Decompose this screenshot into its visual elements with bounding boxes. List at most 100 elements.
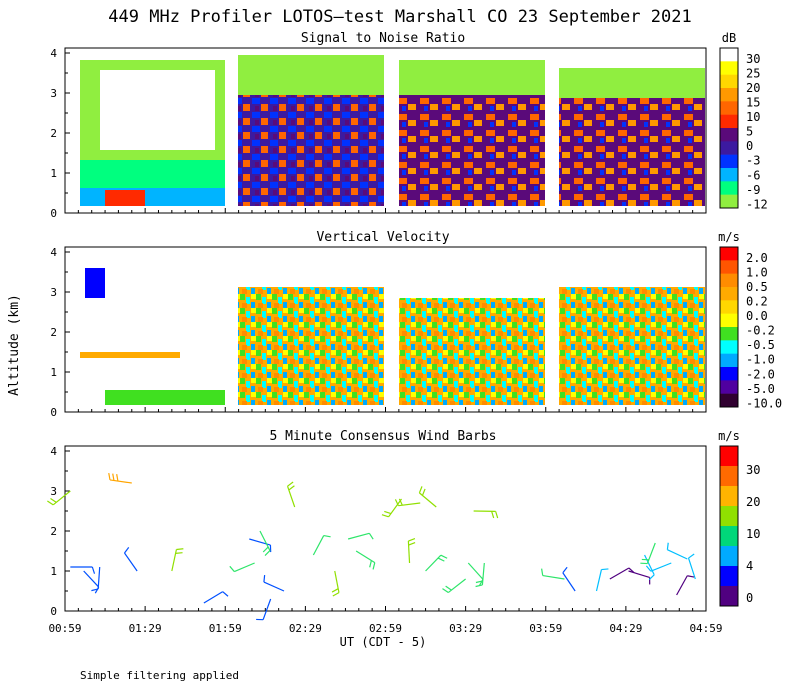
- colorbar-swatch: [720, 313, 738, 328]
- colorbar-swatch: [720, 546, 738, 567]
- colorbar-label: 0.2: [746, 295, 768, 309]
- snr-seg-2-top: [238, 55, 384, 95]
- wind-barb: [355, 550, 376, 564]
- wind-barb: [83, 570, 100, 588]
- wind-barb-flag: [666, 542, 669, 550]
- wind-barb: [595, 569, 603, 592]
- colorbar-swatch: [720, 526, 738, 547]
- wind-barb-flag: [601, 568, 609, 571]
- wind-barb-flag: [687, 575, 695, 578]
- wind-barb-flag: [445, 585, 452, 591]
- vv-heatmap: [80, 268, 705, 405]
- colorbar-swatch: [720, 327, 738, 341]
- wind-barb: [263, 581, 285, 592]
- colorbar-label: -10.0: [746, 396, 782, 410]
- colorbar-label: -12: [746, 197, 768, 211]
- y-tick-label: 4: [50, 47, 57, 60]
- x-tick-label: 04:59: [689, 622, 722, 635]
- colorbar-swatch: [720, 101, 738, 115]
- wind-barb-flag: [372, 562, 376, 570]
- wind-barb: [124, 552, 138, 572]
- y-tick-label: 1: [50, 366, 57, 379]
- y-axis-label: Altitude (km): [7, 294, 22, 396]
- y-tick-label: 4: [50, 445, 57, 458]
- colorbar-swatch: [720, 466, 738, 487]
- colorbar-swatch: [720, 287, 738, 301]
- wind-barb: [312, 535, 325, 556]
- colorbar-label: 30: [746, 52, 760, 66]
- wind-barb: [347, 532, 370, 540]
- colorbar-swatch: [720, 393, 738, 408]
- wind-barb: [109, 479, 132, 484]
- wind-barb-flag: [442, 588, 449, 594]
- wind-barb-flag: [491, 511, 495, 519]
- colorbar-label: 0: [746, 139, 753, 153]
- wind-barb-flag: [323, 534, 331, 538]
- colorbar-label: 10: [746, 110, 760, 124]
- wind-barb-flag: [262, 546, 269, 553]
- y-tick-label: 4: [50, 246, 57, 259]
- colorbar-label: -3: [746, 154, 760, 168]
- wind-barb-flag: [91, 588, 99, 592]
- y-tick-label: 3: [50, 286, 57, 299]
- y-tick-label: 2: [50, 127, 57, 140]
- colorbar-swatch: [720, 88, 738, 102]
- wind-barb: [286, 486, 296, 508]
- wind-barb-flag: [108, 472, 111, 481]
- wind-barb-flag: [47, 500, 54, 506]
- colorbar-swatch: [720, 353, 738, 368]
- colorbar-swatch: [720, 114, 738, 129]
- wind-barb-flag: [688, 553, 695, 559]
- colorbar-label: 30: [746, 463, 760, 477]
- colorbar-label: 25: [746, 66, 760, 80]
- y-tick-label: 2: [50, 525, 57, 538]
- wind-barb-flag: [440, 554, 448, 559]
- wind-barb-flag: [332, 592, 340, 597]
- wind-barb: [203, 591, 224, 604]
- x-tick-label: 03:29: [449, 622, 482, 635]
- wind-barb: [542, 574, 565, 580]
- wind-barb-flag: [437, 557, 445, 562]
- wind-barb-flag: [562, 566, 568, 574]
- colorbar-label: -6: [746, 168, 760, 182]
- colorbar-swatch: [720, 141, 738, 155]
- wind-barbs: [47, 472, 696, 621]
- wind-barb-flag: [222, 591, 229, 597]
- colorbar-swatch: [720, 273, 738, 288]
- colorbar-swatch: [720, 168, 738, 182]
- vv-seg-1-mid: [80, 352, 180, 358]
- wind-barb-flag: [475, 580, 483, 584]
- colorbar-label: -9: [746, 183, 760, 197]
- x-tick-label: 04:29: [609, 622, 642, 635]
- wind-barb-flag: [50, 498, 57, 503]
- colorbar-swatch: [720, 128, 738, 142]
- wind-barb: [609, 567, 630, 580]
- colorbar-label: 20: [746, 495, 760, 509]
- colorbar-label: -0.5: [746, 338, 775, 352]
- wind-barb-flag: [408, 537, 416, 542]
- colorbar-frame: [719, 246, 739, 408]
- wind-barb: [419, 492, 437, 508]
- y-axes: 0 1 2 3 4 0 1 2 3 4 0 1 2 3 4: [50, 47, 70, 618]
- wind-barb-flag: [381, 514, 389, 518]
- x-tick-label: 02:59: [369, 622, 402, 635]
- colorbar-frame: [719, 47, 739, 209]
- vv-seg-3: [399, 298, 545, 405]
- colorbar-frame: [719, 445, 739, 607]
- colorbar-label: 15: [746, 96, 760, 110]
- wind-barb-flag: [91, 566, 96, 574]
- colorbar-swatch: [720, 74, 738, 89]
- y-tick-label: 1: [50, 565, 57, 578]
- wind-barb-flag: [112, 473, 115, 481]
- colorbar-swatch: [720, 506, 738, 527]
- wind-barb: [447, 578, 466, 594]
- vv-seg-2: [238, 287, 384, 405]
- colorbar-swatch: [720, 367, 738, 381]
- colorbar-label: 0.5: [746, 280, 768, 294]
- wind-barb: [467, 562, 484, 580]
- wind-barb-flag: [648, 574, 655, 581]
- colorbar-swatch: [720, 586, 738, 607]
- snr-heatmap: [80, 55, 705, 206]
- wind-barb-flag: [541, 568, 544, 576]
